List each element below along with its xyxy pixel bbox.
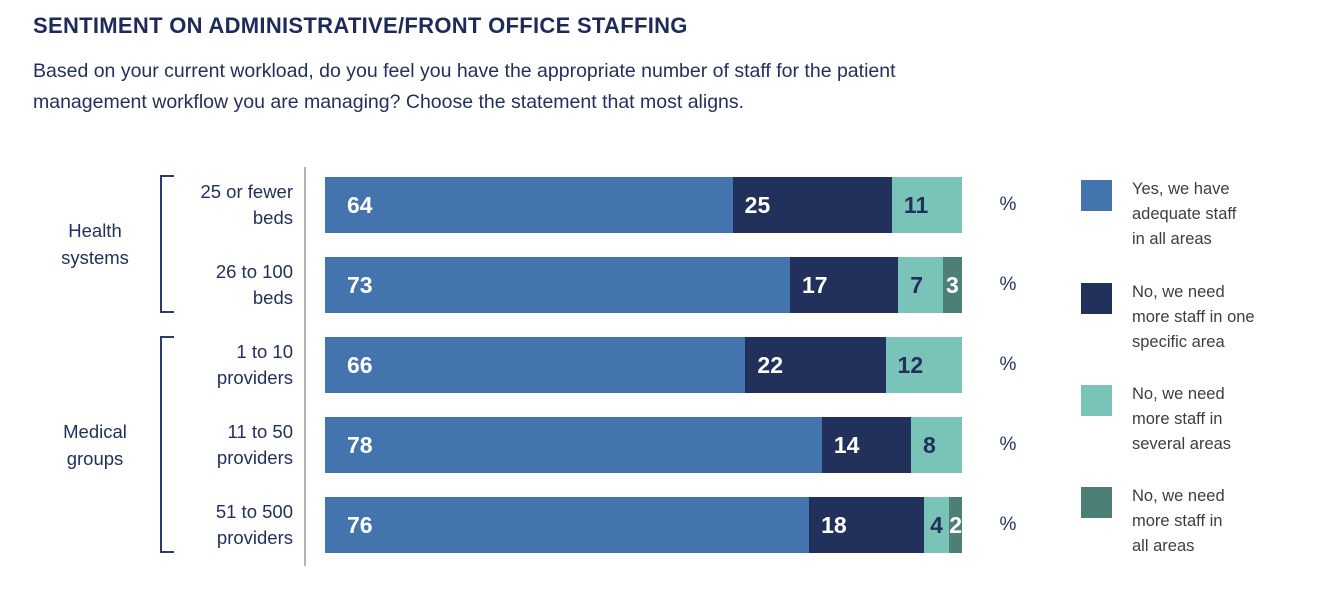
legend-label: No, we need more staff in all areas — [1132, 487, 1225, 555]
legend-item: Yes, we have adequate staff in all areas — [1081, 180, 1236, 252]
group-label-health-systems: Health systems — [61, 220, 129, 268]
bar-segment-series-2: 14 — [821, 417, 912, 473]
medical-groups-bracket — [160, 336, 174, 553]
bar-segment-series-1: 78 — [325, 417, 822, 473]
bar-segment-series-3: 4 — [923, 497, 950, 553]
bar-segment-series-3: 11 — [891, 177, 962, 233]
segment-value-label: 14 — [833, 431, 860, 458]
legend-swatch — [1081, 487, 1112, 518]
segment-value-label: 8 — [923, 431, 936, 458]
percent-symbol: % — [999, 514, 1017, 535]
percent-symbol: % — [999, 434, 1017, 455]
segment-value-label: 4 — [930, 511, 943, 538]
bar-segment-series-3: 12 — [885, 337, 962, 393]
bar-row: 66 22 12 — [325, 337, 962, 393]
legend-item: No, we need more staff in one specific are… — [1081, 283, 1255, 355]
survey-question: Based on your current workload, do you f… — [33, 56, 896, 118]
legend-swatch — [1081, 283, 1112, 314]
legend-swatch — [1081, 385, 1112, 416]
segment-value-label: 3 — [946, 271, 959, 298]
legend-swatch — [1081, 180, 1112, 211]
bar-row: 78 14 8 — [325, 417, 962, 473]
bar-segment-series-2: 22 — [745, 337, 886, 393]
bar-segment-series-3: 8 — [911, 417, 962, 473]
page-title: SENTIMENT ON ADMINISTRATIVE/FRONT OFFICE… — [33, 13, 688, 38]
legend-label: No, we need more staff in one specific are… — [1132, 283, 1255, 351]
survey-question-line1: Based on your current workload, do you f… — [33, 60, 896, 82]
segment-value-label: 25 — [744, 191, 771, 218]
legend-item: No, we need more staff in several areas — [1081, 385, 1231, 457]
bar-segment-series-2: 18 — [809, 497, 924, 553]
legend-label: No, we need more staff in several areas — [1132, 385, 1232, 453]
bar-segment-series-2: 17 — [790, 257, 899, 313]
segment-value-label: 2 — [949, 511, 962, 538]
bar-segment-series-1: 76 — [325, 497, 810, 553]
legend-label: Yes, we have adequate staff in all areas — [1132, 180, 1237, 248]
category-label: 11 to 50 providers — [216, 421, 293, 468]
bar-row: 76 18 4 2 — [325, 497, 962, 553]
bar-segment-series-1: 64 — [325, 177, 733, 233]
segment-value-label: 17 — [802, 271, 828, 298]
category-label: 25 or fewer beds — [200, 181, 293, 228]
bar-segment-series-1: 73 — [325, 257, 790, 313]
segment-value-label: 76 — [347, 511, 373, 538]
percent-symbol: % — [999, 274, 1017, 295]
health-systems-bracket — [160, 175, 174, 313]
bar-segment-series-4: 3 — [942, 257, 962, 313]
group-label-medical-groups: Medical groups — [63, 421, 127, 469]
bar-row: 73 17 7 3 — [325, 257, 962, 313]
bar-segment-series-3: 7 — [898, 257, 943, 313]
survey-question-line2: management workflow you are managing? Ch… — [33, 91, 745, 113]
segment-value-label: 22 — [757, 351, 783, 378]
segment-value-label: 18 — [821, 511, 847, 538]
category-label: 51 to 500 providers — [215, 501, 293, 548]
percent-symbol: % — [999, 194, 1017, 215]
axis-baseline — [304, 167, 306, 566]
segment-value-label: 12 — [897, 351, 924, 378]
category-label: 26 to 100 beds — [215, 261, 293, 308]
segment-value-label: 78 — [347, 431, 373, 458]
bar-segment-series-1: 66 — [325, 337, 746, 393]
segment-value-label: 11 — [903, 191, 929, 218]
segment-value-label: 64 — [347, 191, 373, 218]
segment-value-label: 73 — [347, 271, 373, 298]
percent-symbol: % — [999, 354, 1017, 375]
legend-item: No, we need more staff in all areas — [1081, 487, 1225, 559]
bar-row: 64 25 11 — [325, 177, 962, 233]
segment-value-label: 66 — [347, 351, 373, 378]
bar-segment-series-2: 25 — [732, 177, 892, 233]
bar-segment-series-4: 2 — [949, 497, 962, 553]
category-label: 1 to 10 providers — [216, 341, 293, 388]
segment-value-label: 7 — [910, 271, 924, 298]
